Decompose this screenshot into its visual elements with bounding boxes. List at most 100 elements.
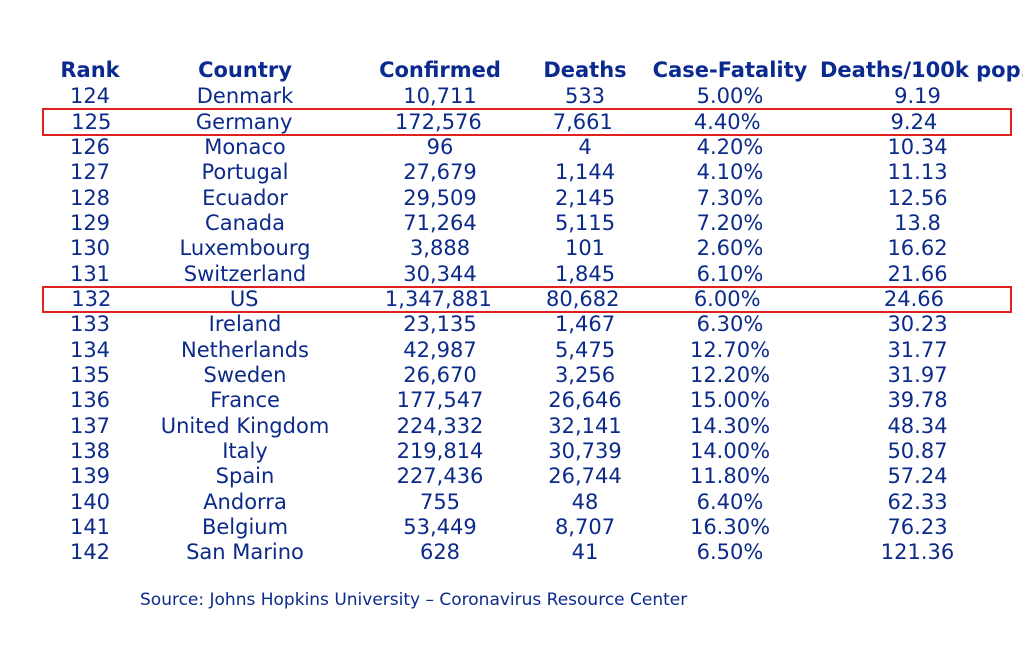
cell-deaths: 101 [564,236,606,261]
cell-case-fatality: 6.40% [696,489,764,514]
cell-deaths: 533 [564,84,606,109]
cell-deaths: 41 [571,540,599,565]
cell-confirmed: 29,509 [403,185,477,210]
table-row: 128 Ecuador 29,509 2,145 7.30% 12.56 [40,185,1015,210]
cell-confirmed: 755 [419,489,461,514]
cell-deaths: 30,739 [548,438,622,463]
cell-confirmed: 227,436 [396,464,484,489]
cell-confirmed: 224,332 [396,413,484,438]
cell-country: Ireland [208,312,282,337]
cell-confirmed: 30,344 [403,261,477,286]
cell-deaths-per-100k: 76.23 [887,515,948,540]
cell-confirmed: 1,347,881 [384,286,492,311]
cell-deaths: 1,144 [554,160,616,185]
cell-case-fatality: 12.70% [689,337,771,362]
header-deaths-per-100k: Deaths/100k pop. [820,57,1023,82]
cell-deaths-per-100k: 12.56 [887,185,948,210]
cell-case-fatality: 6.30% [696,312,764,337]
cell-confirmed: 96 [426,134,454,159]
cell-deaths: 5,115 [554,210,616,235]
table-header-row: Rank Country Confirmed Deaths Case-Fatal… [40,56,1023,84]
table-row: 141 Belgium 53,449 8,707 16.30% 76.23 [40,515,1015,540]
table-row: 135 Sweden 26,670 3,256 12.20% 31.97 [40,363,1015,388]
cell-deaths: 5,475 [554,337,616,362]
cell-case-fatality: 11.80% [689,464,771,489]
cell-deaths: 26,744 [548,464,622,489]
cell-confirmed: 177,547 [396,388,484,413]
cell-case-fatality: 14.30% [689,413,771,438]
header-confirmed: Confirmed [379,57,501,82]
cell-deaths: 32,141 [548,413,622,438]
cell-country: France [210,388,280,413]
table-row: 129 Canada 71,264 5,115 7.20% 13.8 [40,211,1015,236]
cell-rank: 131 [69,261,111,286]
cell-country: Andorra [203,489,287,514]
cell-rank: 133 [69,312,111,337]
table-row: 137 United Kingdom 224,332 32,141 14.30% 48.3… [40,413,1015,438]
source-caption: Source: Johns Hopkins University – Coron… [140,590,688,610]
cell-deaths: 3,256 [554,362,616,387]
cell-deaths-per-100k: 9.19 [894,84,941,109]
cell-country: Belgium [201,515,289,540]
cell-confirmed: 10,711 [403,84,477,109]
cell-country: Spain [215,464,275,489]
table-body: 124 Denmark 10,711 533 5.00% 9.19 125 Germany 17… [40,84,1015,566]
cell-deaths-per-100k: 10.34 [887,134,948,159]
cell-deaths: 1,845 [554,261,616,286]
cell-case-fatality: 7.30% [696,185,764,210]
header-case-fatality: Case-Fatality [652,57,808,82]
cell-deaths-per-100k: 24.66 [883,286,944,311]
cell-deaths-per-100k: 48.34 [887,413,948,438]
cell-deaths: 4 [578,134,592,159]
cell-confirmed: 27,679 [403,160,477,185]
cell-confirmed: 219,814 [396,438,484,463]
cell-deaths: 7,661 [552,109,613,134]
cell-deaths-per-100k: 31.77 [887,337,948,362]
cell-deaths: 26,646 [548,388,622,413]
cell-case-fatality: 4.40% [693,109,761,134]
cell-case-fatality: 2.60% [696,236,764,261]
table-row: 124 Denmark 10,711 533 5.00% 9.19 [40,84,1015,109]
cell-deaths-per-100k: 30.23 [887,312,948,337]
cell-case-fatality: 14.00% [689,438,771,463]
cell-case-fatality: 7.20% [696,210,764,235]
cell-case-fatality: 6.10% [696,261,764,286]
cell-country: United Kingdom [160,413,330,438]
cell-deaths-per-100k: 62.33 [887,489,948,514]
cell-country: Switzerland [183,261,307,286]
cell-country: Luxembourg [179,236,311,261]
cell-country: Netherlands [180,337,309,362]
cell-rank: 137 [69,413,111,438]
cell-deaths-per-100k: 31.97 [887,362,948,387]
cell-rank: 142 [69,540,111,565]
cell-rank: 130 [69,236,111,261]
cell-country: Portugal [201,160,289,185]
cell-case-fatality: 12.20% [689,362,771,387]
table-row: 136 France 177,547 26,646 15.00% 39.78 [40,388,1015,413]
cell-deaths-per-100k: 121.36 [880,540,955,565]
cell-rank: 125 [71,109,112,134]
cell-rank: 128 [69,185,111,210]
cell-rank: 136 [69,388,111,413]
cell-country: Canada [205,210,285,235]
cell-deaths-per-100k: 11.13 [887,160,948,185]
cell-deaths-per-100k: 57.24 [887,464,948,489]
cell-rank: 138 [69,438,111,463]
cell-country: Denmark [196,84,294,109]
cell-deaths: 2,145 [554,185,616,210]
cell-rank: 132 [71,286,112,311]
table-row: 134 Netherlands 42,987 5,475 12.70% 31.77 [40,337,1015,362]
cell-deaths-per-100k: 16.62 [887,236,948,261]
cell-case-fatality: 6.50% [696,540,764,565]
header-rank: Rank [60,57,120,82]
cell-country: Italy [222,438,268,463]
covid-ranking-table: Rank Country Confirmed Deaths Case-Fatal… [40,56,1023,566]
cell-confirmed: 628 [419,540,461,565]
cell-confirmed: 53,449 [403,515,477,540]
cell-country: Monaco [204,134,286,159]
cell-deaths-per-100k: 9.24 [890,109,938,134]
cell-rank: 129 [69,210,111,235]
cell-rank: 140 [69,489,111,514]
table-row: 130 Luxembourg 3,888 101 2.60% 16.62 [40,236,1015,261]
cell-country: Sweden [203,362,287,387]
